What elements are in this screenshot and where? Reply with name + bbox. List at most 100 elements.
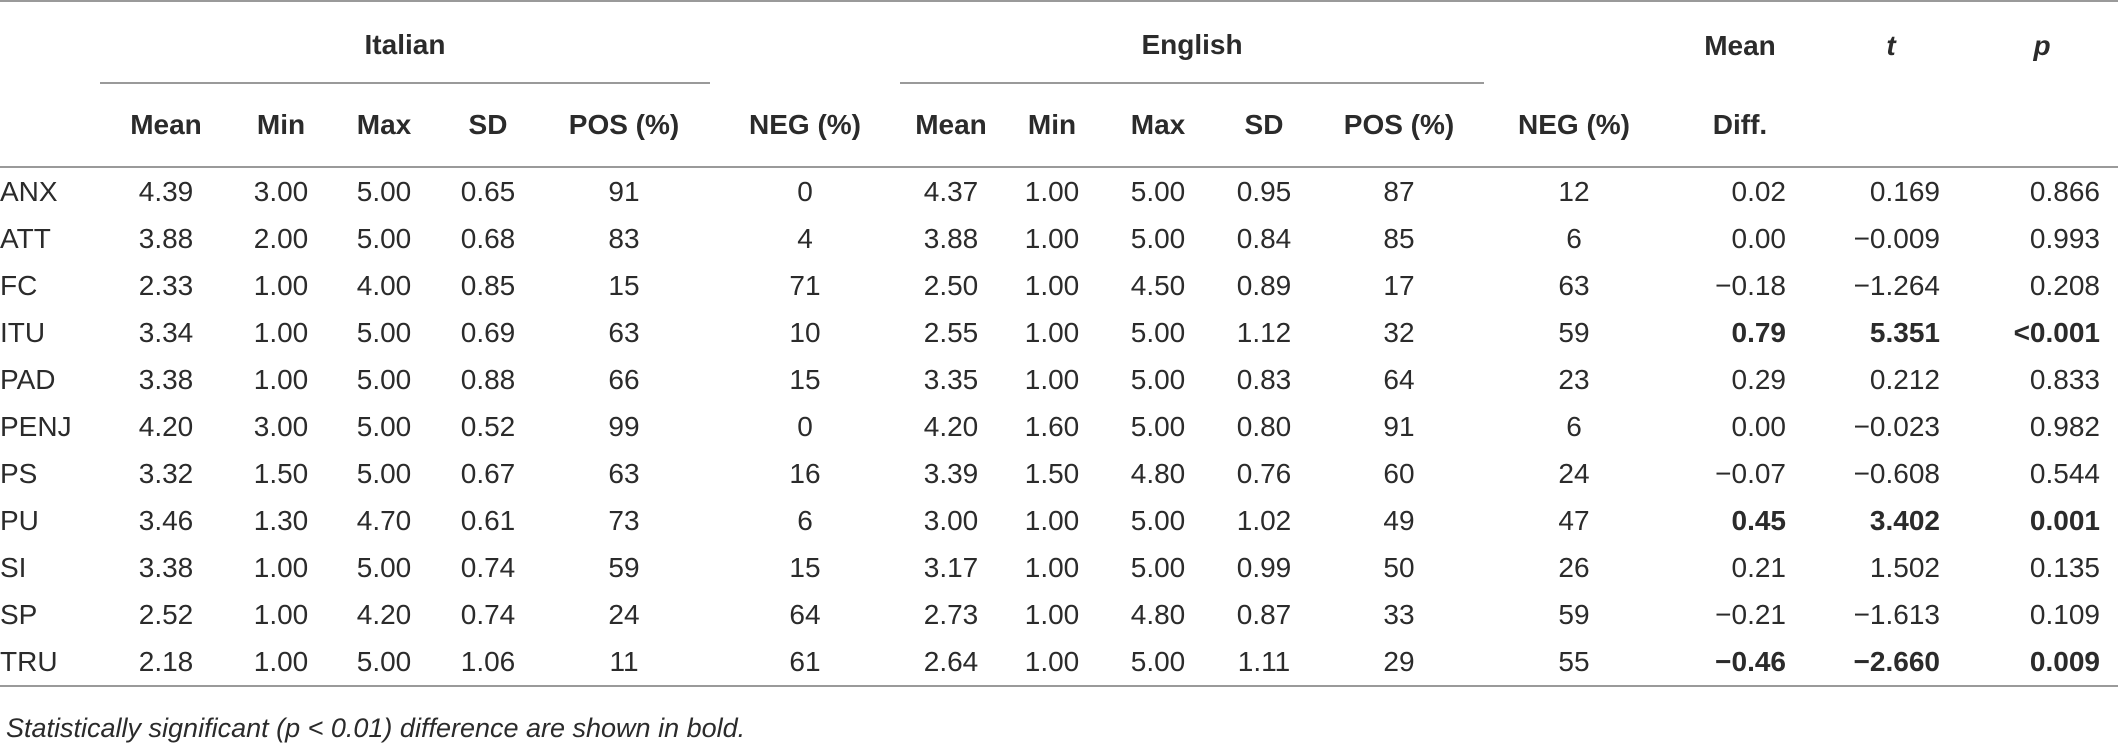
value-cell: 0.74 [460, 598, 516, 630]
value-cell: 5.00 [356, 316, 412, 348]
value-cell: 15 [608, 269, 640, 301]
value-cell: 33 [1383, 598, 1415, 630]
value-cell: 2.64 [900, 638, 1002, 687]
p-cell: <0.001 [2013, 316, 2100, 348]
value-cell: 6 [1566, 222, 1582, 254]
value-cell: 3.35 [923, 363, 979, 395]
value-cell: 3.38 [138, 363, 194, 395]
value-cell: 5.00 [356, 410, 412, 442]
value-cell: 91 [1383, 410, 1415, 442]
diff-cell: −0.18 [1715, 269, 1786, 301]
value-cell: 1.00 [1024, 551, 1080, 583]
value-cell: 0.83 [1236, 363, 1292, 395]
value-cell: 63 [1558, 269, 1590, 301]
value-cell: 59 [608, 551, 640, 583]
value-cell: 5.00 [330, 638, 438, 687]
value-cell: 3.00 [923, 504, 979, 536]
value-cell: 3.34 [138, 316, 194, 348]
diff-cell: 0.00 [1731, 410, 1787, 442]
value-cell: 73 [608, 504, 640, 536]
t-cell: 5.351 [1869, 316, 1940, 348]
value-cell: 4.20 [923, 410, 979, 442]
it-mean-header: Mean [100, 83, 232, 168]
value-cell: 0.85 [460, 269, 516, 301]
value-cell: 5.00 [1130, 175, 1186, 207]
table-row: SI 3.38 1.00 5.00 0.74 59 15 3.17 1.00 5.00 0.99 50… [0, 544, 2118, 591]
row-label: PENJ [0, 410, 72, 442]
value-cell: 1.00 [1024, 222, 1080, 254]
table-row: PS 3.32 1.50 5.00 0.67 63 16 3.39 1.50 4.80 0.76 60… [0, 450, 2118, 497]
value-cell: 4.20 [138, 410, 194, 442]
p-cell: 0.208 [2029, 269, 2100, 301]
value-cell: 2.55 [923, 316, 979, 348]
row-label: PS [0, 457, 38, 489]
value-cell: 0.67 [460, 457, 516, 489]
value-cell: 1.00 [1024, 175, 1080, 207]
value-cell: 0.80 [1236, 410, 1292, 442]
diff-cell: −0.46 [1664, 638, 1816, 687]
value-cell: 5.00 [1130, 222, 1186, 254]
value-cell: 2.50 [923, 269, 979, 301]
value-cell: 1.02 [1236, 504, 1292, 536]
value-cell: 59 [1558, 316, 1590, 348]
value-cell: 2.18 [100, 638, 232, 687]
value-cell: 1.50 [253, 457, 309, 489]
value-cell: 2.00 [253, 222, 309, 254]
row-label: SI [0, 551, 27, 583]
value-cell: 1.60 [1024, 410, 1080, 442]
diff-cell: −0.21 [1715, 598, 1786, 630]
diff-cell: 0.45 [1731, 504, 1787, 536]
value-cell: 6 [797, 504, 813, 536]
value-cell: 50 [1383, 551, 1415, 583]
value-cell: 61 [710, 638, 900, 687]
value-cell: 5.00 [356, 457, 412, 489]
value-cell: 0.84 [1236, 222, 1292, 254]
value-cell: 17 [1383, 269, 1415, 301]
value-cell: 10 [789, 316, 821, 348]
value-cell: 3.00 [253, 410, 309, 442]
en-pos-header: POS (%) [1314, 83, 1484, 168]
p-cell: 0.009 [1966, 638, 2118, 687]
diff-cell: 0.79 [1731, 316, 1787, 348]
en-max-header: Max [1102, 83, 1214, 168]
t-cell: −0.009 [1853, 222, 1940, 254]
value-cell: 0.68 [460, 222, 516, 254]
value-cell: 1.00 [253, 363, 309, 395]
value-cell: 60 [1383, 457, 1415, 489]
diff-cell: −0.07 [1715, 457, 1786, 489]
value-cell: 0.95 [1236, 175, 1292, 207]
row-label: SP [0, 598, 38, 630]
value-cell: 32 [1383, 316, 1415, 348]
value-cell: 63 [608, 457, 640, 489]
value-cell: 5.00 [356, 175, 412, 207]
value-cell: 3.17 [923, 551, 979, 583]
row-label: ITU [0, 316, 46, 348]
results-table: Italian English Mean t p Mean Min Max SD… [0, 0, 2118, 687]
t-cell: −2.660 [1816, 638, 1966, 687]
table-footnote: Statistically significant (p < 0.01) dif… [6, 713, 746, 743]
value-cell: 3.00 [253, 175, 309, 207]
value-cell: 1.00 [253, 551, 309, 583]
value-cell: 4.20 [356, 598, 412, 630]
value-cell: 24 [1558, 457, 1590, 489]
value-cell: 5.00 [1130, 504, 1186, 536]
diff-cell: 0.21 [1731, 551, 1787, 583]
en-mean-header: Mean [900, 83, 1002, 168]
value-cell: 0.99 [1236, 551, 1292, 583]
group-header-row: Italian English Mean t p [0, 8, 2118, 84]
table-row: PAD 3.38 1.00 5.00 0.88 66 15 3.35 1.00 5.00 0.83 6… [0, 356, 2118, 403]
table-row: SP 2.52 1.00 4.20 0.74 24 64 2.73 1.00 4.80 0.87 33… [0, 591, 2118, 638]
t-cell: −0.023 [1853, 410, 1940, 442]
value-cell: 5.00 [1130, 410, 1186, 442]
value-cell: 4.80 [1130, 598, 1186, 630]
t-cell: −1.613 [1853, 598, 1940, 630]
p-cell: 0.109 [2029, 598, 2100, 630]
value-cell: 1.06 [438, 638, 538, 687]
value-cell: 3.46 [138, 504, 194, 536]
en-min-header: Min [1002, 83, 1102, 168]
value-cell: 49 [1383, 504, 1415, 536]
value-cell: 23 [1558, 363, 1590, 395]
value-cell: 3.88 [138, 222, 194, 254]
t-header: t [1886, 29, 1896, 61]
value-cell: 0.89 [1236, 269, 1292, 301]
